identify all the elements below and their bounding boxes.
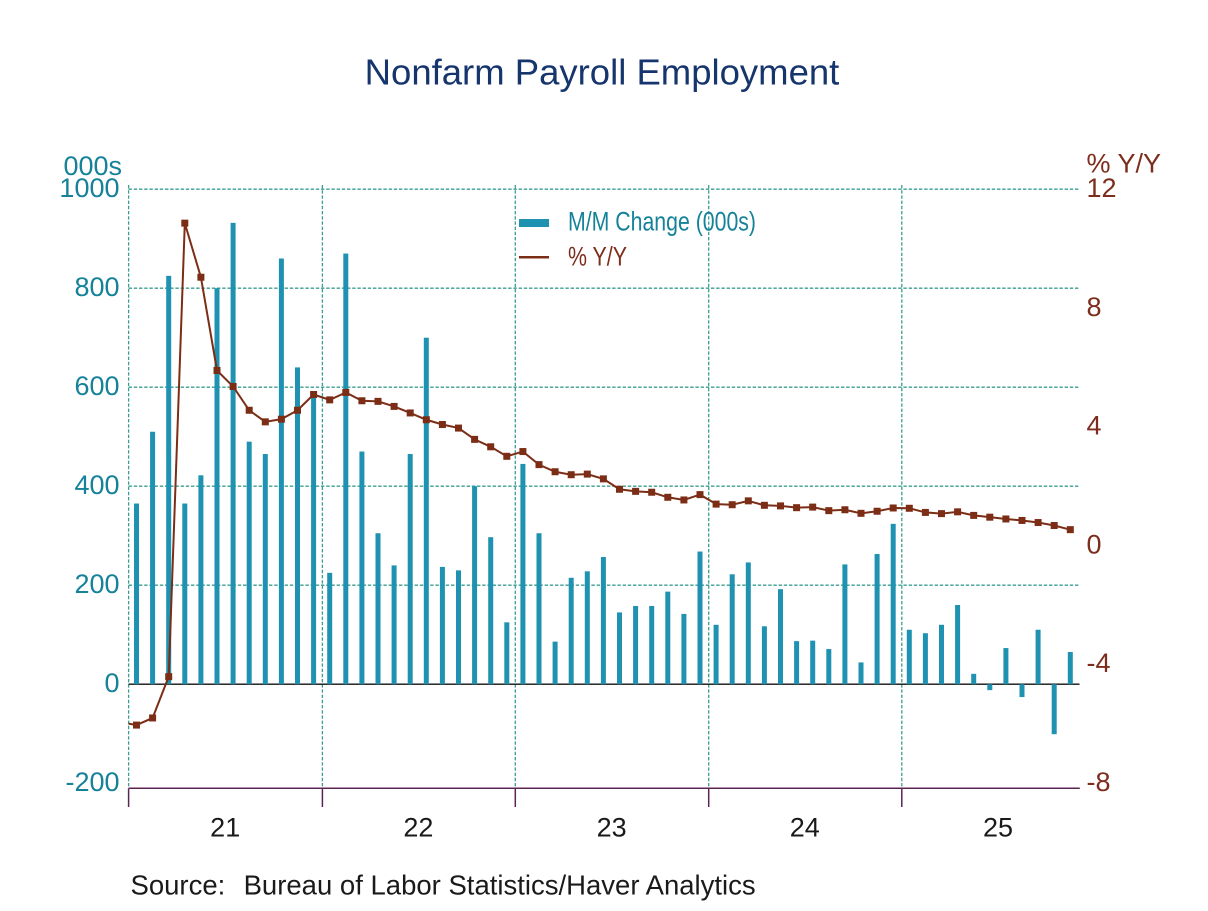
svg-text:-8: -8 [1087, 767, 1111, 797]
svg-text:24: 24 [790, 813, 820, 843]
svg-text:800: 800 [74, 272, 119, 302]
svg-text:000s: 000s [63, 151, 122, 181]
svg-text:Bureau of Labor Statistics/Hav: Bureau of Labor Statistics/Haver Analyti… [244, 870, 756, 901]
svg-text:200: 200 [74, 569, 119, 599]
svg-text:21: 21 [210, 813, 240, 843]
svg-text:0: 0 [1087, 529, 1102, 559]
svg-text:12: 12 [1087, 173, 1117, 203]
svg-text:400: 400 [74, 470, 119, 500]
svg-text:0: 0 [104, 668, 119, 698]
svg-text:Source:: Source: [131, 870, 226, 901]
svg-text:-4: -4 [1087, 648, 1111, 678]
svg-text:23: 23 [597, 813, 627, 843]
svg-text:% Y/Y: % Y/Y [568, 242, 627, 272]
svg-text:8: 8 [1087, 292, 1102, 322]
svg-text:600: 600 [74, 371, 119, 401]
svg-text:25: 25 [983, 813, 1013, 843]
svg-text:22: 22 [403, 813, 433, 843]
svg-text:1000: 1000 [59, 173, 119, 203]
svg-text:% Y/Y: % Y/Y [1087, 149, 1162, 179]
svg-text:Nonfarm Payroll Employment: Nonfarm Payroll Employment [365, 52, 840, 93]
svg-text:M/M Change (000s): M/M Change (000s) [568, 207, 756, 237]
svg-text:-200: -200 [65, 767, 119, 797]
svg-text:4: 4 [1087, 411, 1102, 441]
